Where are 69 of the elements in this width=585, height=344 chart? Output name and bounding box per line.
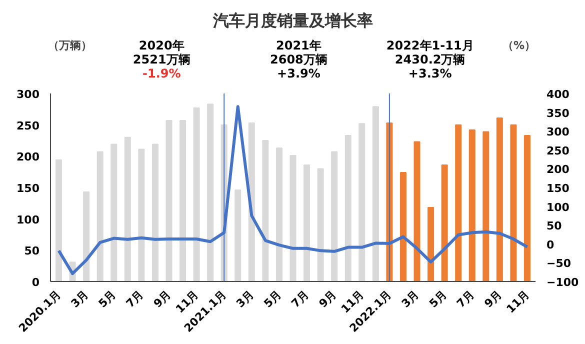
bar [193, 107, 200, 282]
bar [317, 168, 324, 282]
bar [124, 136, 131, 282]
bar [276, 148, 282, 282]
bar [400, 172, 406, 282]
x-tick-label: 3月 [399, 288, 422, 310]
x-tick-label: 9月 [151, 288, 174, 310]
bar [510, 124, 517, 282]
bar [110, 144, 118, 282]
bar [468, 129, 476, 282]
text: 2022年1-11月 2430.2万辆 +3.3% [386, 38, 474, 80]
y2-tick-label: 250 [546, 144, 570, 158]
x-tick-label: 5月 [426, 288, 450, 310]
bar [414, 141, 420, 282]
bar [331, 151, 338, 282]
bar [455, 124, 462, 282]
x-tick-label: 9月 [482, 288, 504, 310]
bar [304, 164, 310, 282]
bar [166, 120, 172, 282]
y2-tick-label: 50 [546, 220, 562, 233]
x-tick-label: 7月 [454, 288, 477, 310]
y2-tick-label: 150 [546, 182, 570, 195]
y-tick-label: 250 [16, 119, 40, 132]
x-tick-label: 9月 [316, 288, 339, 310]
bar [441, 164, 448, 282]
y2-tick-label: −100 [546, 276, 580, 289]
bar [524, 134, 530, 282]
y2-tick-label: 300 [546, 126, 570, 139]
text: 2020年 2521万辆 -1.9% [132, 38, 190, 80]
bar [207, 104, 214, 282]
x-tick-label: 7月 [288, 288, 312, 310]
y2-tick-label: 100 [546, 200, 570, 214]
bar [234, 190, 242, 282]
y-tick-label: 100 [16, 213, 40, 226]
y2-tick-label: 0 [546, 238, 554, 252]
bar [138, 148, 145, 282]
bar [152, 144, 158, 282]
x-tick-label: 3月 [234, 288, 256, 310]
bar [290, 155, 296, 282]
bar [262, 140, 269, 282]
x-tick-label: 11月 [504, 288, 532, 316]
bar [180, 120, 186, 282]
y-tick-label: 50 [24, 244, 40, 258]
bar [496, 117, 503, 282]
y-tick-label: 0 [32, 276, 40, 289]
y-tick-label: 300 [16, 88, 40, 101]
y-tick-label: 150 [16, 182, 40, 195]
bar [248, 122, 255, 282]
x-tick-label: 5月 [96, 288, 118, 310]
bar [56, 159, 62, 282]
y-axis-title: （万辆） [48, 39, 92, 52]
y2-tick-label: −50 [546, 257, 572, 270]
bar [96, 151, 104, 282]
text: 2021年 2608万辆 +3.9% [270, 38, 328, 80]
y2-tick-label: 200 [546, 163, 570, 176]
y-tick-label: 200 [16, 150, 40, 164]
bar [358, 123, 366, 282]
y2-tick-label: 350 [546, 106, 570, 120]
x-tick-label: 7月 [124, 288, 146, 310]
bar [428, 207, 434, 282]
y2-tick-label: 400 [546, 88, 570, 101]
chart-title: 汽车月度销量及增长率 [212, 11, 373, 30]
x-tick-label: 5月 [261, 288, 284, 310]
bar [482, 131, 490, 282]
y2-axis-title: （%） [502, 39, 536, 52]
x-tick-label: 3月 [68, 288, 91, 310]
bar [372, 106, 379, 282]
bar [83, 191, 90, 282]
bar [344, 134, 352, 282]
